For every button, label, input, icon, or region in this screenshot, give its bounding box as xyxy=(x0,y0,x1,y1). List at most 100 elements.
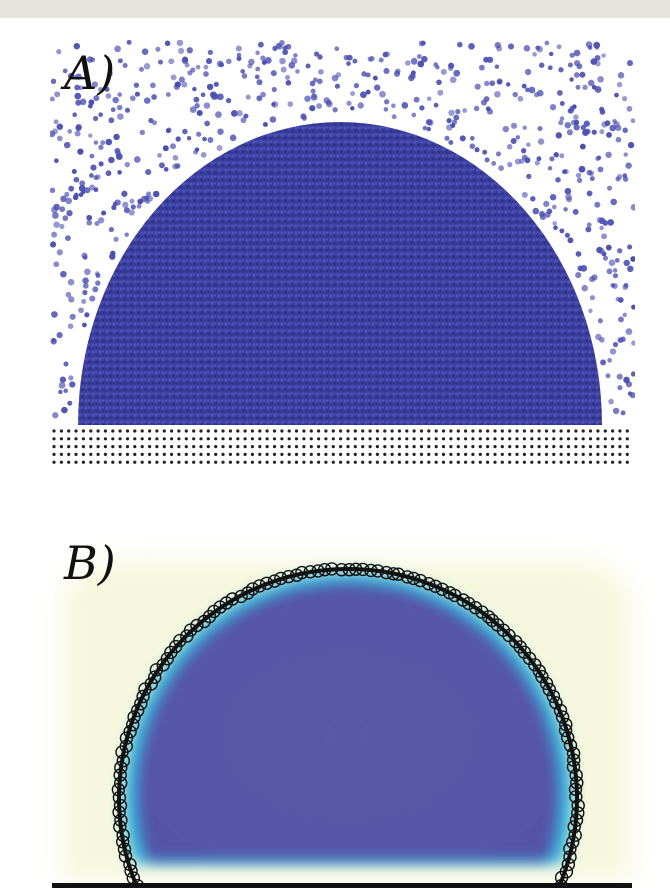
vapor-particle xyxy=(257,41,264,48)
vapor-particle xyxy=(94,220,100,227)
vapor-particle xyxy=(213,81,219,87)
vapor-particle xyxy=(193,96,200,103)
vapor-particle xyxy=(203,71,209,77)
substrate-atom xyxy=(206,452,210,456)
vapor-particle xyxy=(532,52,537,57)
vapor-particle xyxy=(538,62,545,68)
substrate-atom xyxy=(581,460,585,464)
vapor-particle xyxy=(606,268,613,275)
vapor-particle xyxy=(494,64,500,69)
vapor-particle xyxy=(591,129,597,135)
vapor-particle xyxy=(620,410,626,416)
substrate-atom xyxy=(272,437,277,441)
interface-marker xyxy=(546,689,561,704)
vapor-particle xyxy=(622,176,629,182)
vapor-particle xyxy=(81,298,87,305)
vapor-particle xyxy=(51,231,58,238)
vapor-particle xyxy=(68,185,75,192)
vapor-particle xyxy=(573,114,579,120)
substrate-atom xyxy=(375,460,379,464)
substrate-atom xyxy=(214,437,218,441)
interface-marker xyxy=(147,670,162,684)
vapor-particle xyxy=(573,72,580,78)
substrate-atom xyxy=(250,452,254,456)
vapor-particle xyxy=(67,278,75,286)
substrate-atom xyxy=(272,460,277,464)
substrate-atom xyxy=(405,437,409,441)
substrate-atom xyxy=(588,460,593,464)
vapor-particle xyxy=(615,176,621,182)
vapor-particle xyxy=(311,93,317,99)
substrate-atom xyxy=(331,445,335,449)
substrate-atom xyxy=(353,452,357,456)
substrate-atom xyxy=(603,437,607,441)
interface-marker xyxy=(481,610,496,624)
substrate-atom xyxy=(515,429,519,433)
substrate-atom xyxy=(228,437,232,441)
substrate-atom xyxy=(559,452,563,456)
vapor-particle xyxy=(121,190,128,197)
vapor-particle xyxy=(217,128,224,135)
interface-marker xyxy=(462,596,476,611)
vapor-particle xyxy=(235,45,242,52)
substrate-atom xyxy=(368,445,372,449)
vapor-particle xyxy=(383,67,390,75)
substrate-atom xyxy=(500,429,504,433)
vapor-particle xyxy=(107,70,114,77)
vapor-particle xyxy=(553,152,559,158)
vapor-particle xyxy=(585,226,592,233)
substrate-atom xyxy=(361,460,365,464)
substrate-atom xyxy=(456,429,460,433)
substrate-atom xyxy=(611,429,615,433)
substrate-atom xyxy=(96,460,100,464)
vapor-particle xyxy=(254,74,260,80)
substrate-atom xyxy=(405,452,409,456)
vapor-particle xyxy=(601,53,606,58)
vapor-particle xyxy=(335,72,342,78)
substrate-atom xyxy=(456,452,460,456)
vapor-particle xyxy=(353,82,360,89)
vapor-particle xyxy=(598,217,606,225)
vapor-particle xyxy=(75,99,82,106)
vapor-particle xyxy=(65,291,72,298)
vapor-particle xyxy=(462,108,468,113)
substrate-atom xyxy=(441,445,446,449)
substrate-atom xyxy=(427,445,431,449)
vapor-particle xyxy=(384,99,390,105)
substrate-atom xyxy=(317,445,321,449)
vapor-particle xyxy=(494,91,501,98)
substrate-atom xyxy=(324,429,328,433)
vapor-particle xyxy=(575,272,582,279)
substrate-atom xyxy=(412,452,416,456)
vapor-particle xyxy=(194,147,200,152)
substrate-atom xyxy=(170,460,174,464)
interface-marker xyxy=(190,618,204,633)
substrate-lattice xyxy=(52,429,629,464)
substrate-atom xyxy=(148,437,152,441)
vapor-particle xyxy=(287,101,294,107)
vapor-particle xyxy=(316,103,323,109)
substrate-atom xyxy=(236,429,240,433)
vapor-particle xyxy=(544,40,550,46)
substrate-atom xyxy=(588,445,593,449)
vapor-particle xyxy=(599,106,605,112)
vapor-particle xyxy=(584,128,591,135)
vapor-particle xyxy=(155,46,161,52)
substrate-atom xyxy=(500,452,504,456)
vapor-particle xyxy=(186,135,192,141)
vapor-particle xyxy=(615,124,622,132)
vapor-particle xyxy=(622,127,628,134)
substrate-atom xyxy=(140,460,144,464)
substrate-atom xyxy=(456,460,460,464)
substrate-atom xyxy=(346,437,350,441)
substrate-atom xyxy=(140,445,144,449)
vapor-particle xyxy=(68,296,75,303)
substrate-atom xyxy=(603,429,607,433)
substrate-atom xyxy=(81,445,85,449)
vapor-particle xyxy=(417,60,425,68)
substrate-atom xyxy=(199,452,203,456)
vapor-particle xyxy=(365,72,371,78)
vapor-particle xyxy=(594,201,601,208)
substrate-atom xyxy=(59,445,64,449)
vapor-particle xyxy=(270,70,277,77)
